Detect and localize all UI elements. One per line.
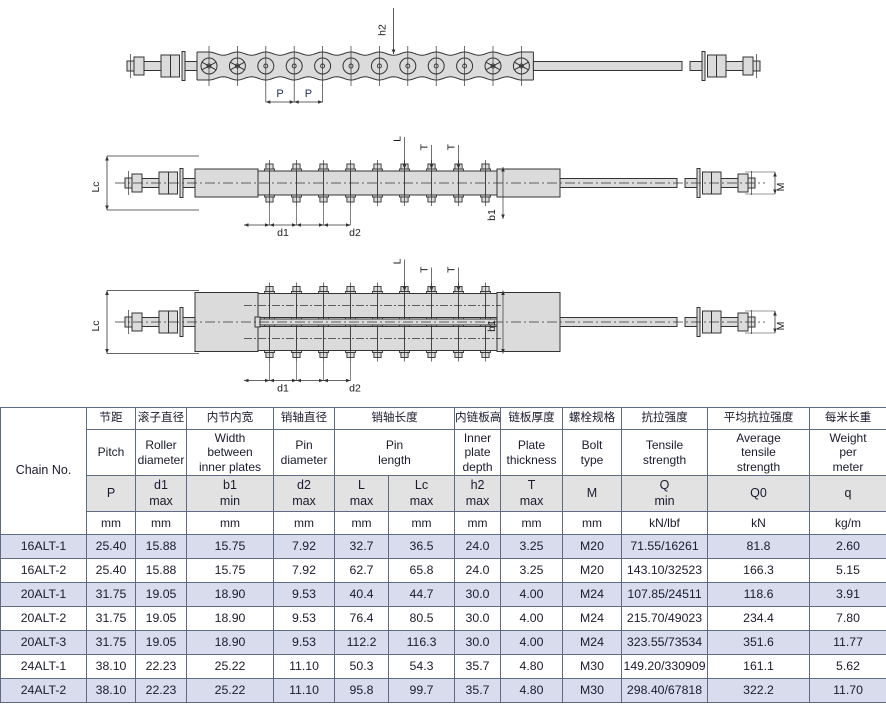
svg-text:P: P [305, 88, 312, 100]
svg-text:T: T [446, 266, 458, 273]
svg-text:b1: b1 [486, 320, 498, 332]
svg-text:T: T [419, 266, 431, 273]
svg-text:M: M [775, 322, 787, 331]
svg-text:M: M [775, 183, 787, 192]
svg-text:Lc: Lc [90, 181, 102, 192]
svg-text:T: T [419, 143, 431, 150]
svg-text:h2: h2 [377, 24, 389, 36]
svg-text:L: L [392, 258, 404, 264]
svg-text:b1: b1 [486, 209, 498, 221]
svg-text:Lc: Lc [90, 320, 102, 331]
svg-text:P: P [276, 88, 283, 100]
svg-text:L: L [392, 136, 404, 142]
svg-text:T: T [446, 143, 458, 150]
svg-text:d1: d1 [277, 383, 289, 395]
svg-text:d2: d2 [349, 383, 361, 395]
